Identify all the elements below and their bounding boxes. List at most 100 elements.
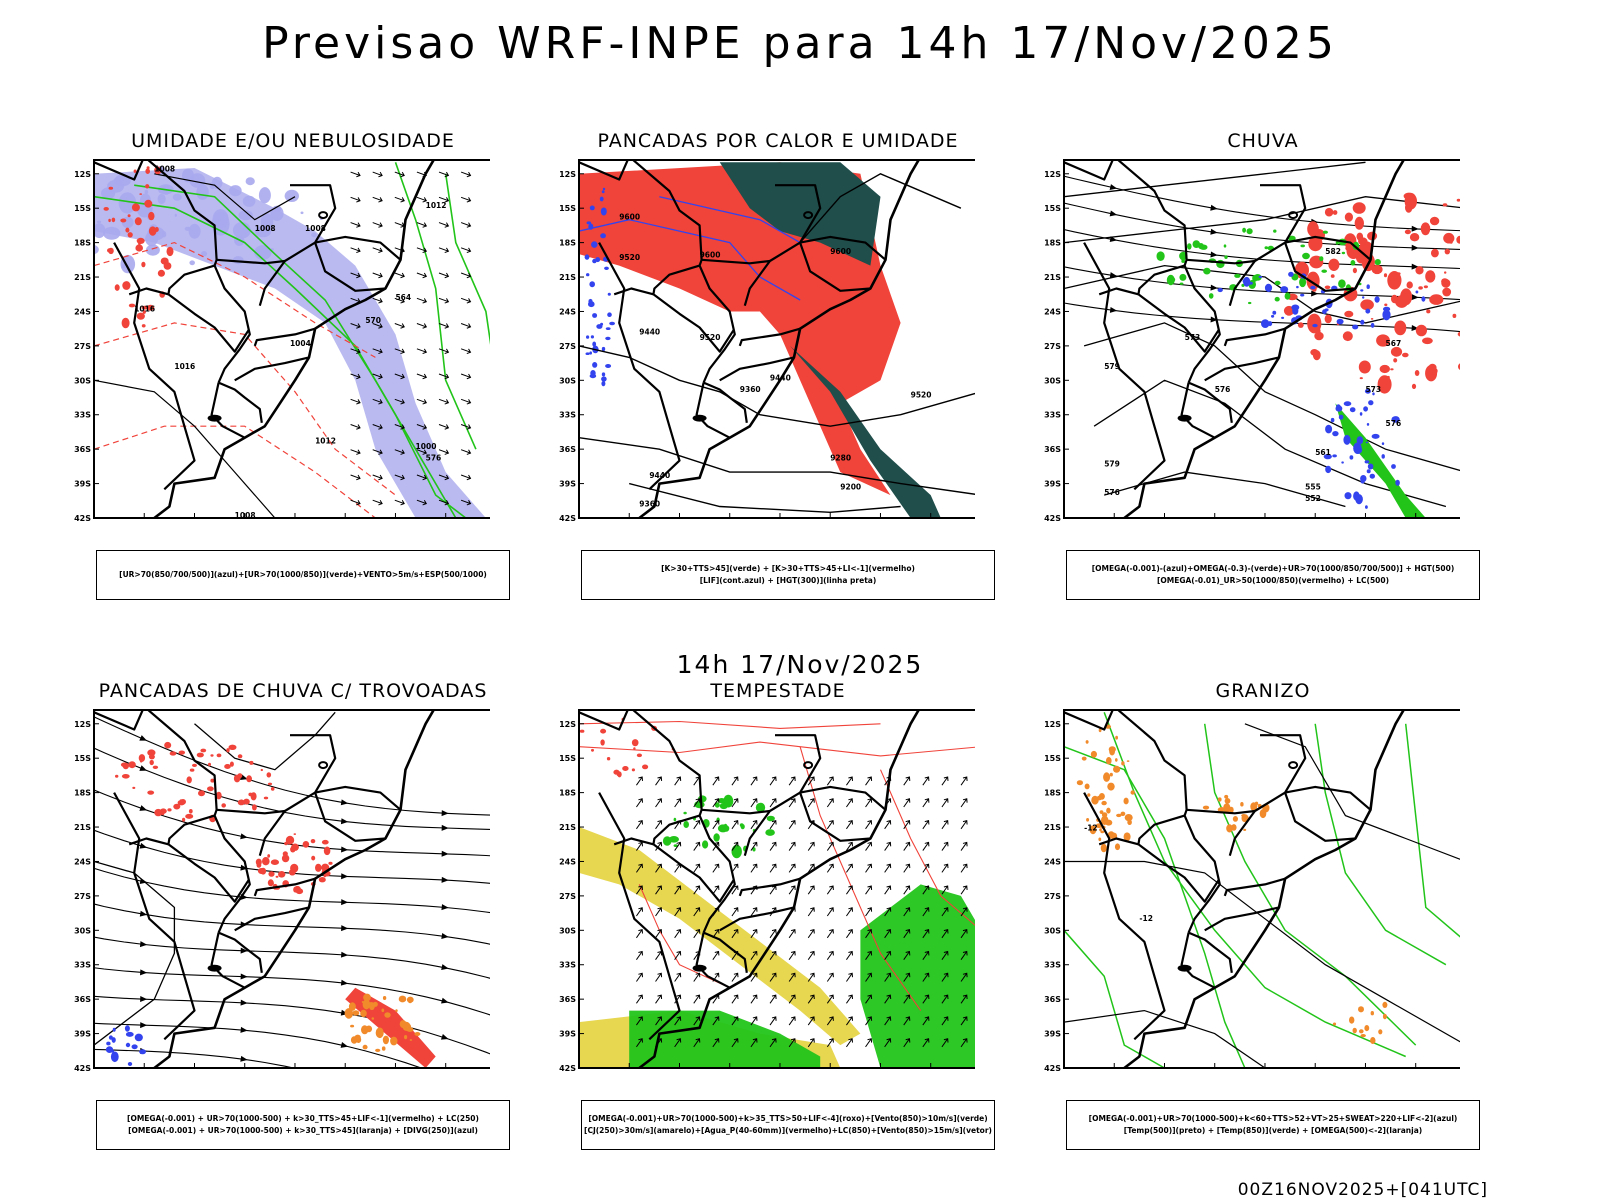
lon-tick-label: 65W <box>134 521 154 522</box>
lon-tick-label: 45W <box>1305 521 1325 522</box>
lon-tick-label: 35W <box>436 521 456 522</box>
lat-tick-label: 12S <box>74 170 91 179</box>
lon-tick-label: 35W <box>436 1071 456 1072</box>
legend-line: [K>30+TTS>45](verde) + [K>30+TTS>45+LI<-… <box>661 564 915 573</box>
contour-value-label: 576 <box>1215 385 1231 394</box>
lon-tick-label: 70W <box>1054 1071 1074 1072</box>
contour-value-label: 1016 <box>174 362 195 371</box>
forecast-panel: PANCADAS POR CALOR E UMIDADE 9600 9520 9600… <box>559 130 995 610</box>
lon-tick-label: 45W <box>820 521 840 522</box>
panel-legend: [OMEGA(-0.001)+UR>70(1000-500)+k>35_TTS>… <box>581 1100 995 1150</box>
lat-tick-label: 15S <box>74 754 91 763</box>
lon-tick-label: 55W <box>720 521 740 522</box>
contour-value-label: -12 <box>1084 823 1098 832</box>
lon-tick-label: 50W <box>1255 1071 1275 1072</box>
lat-tick-label: 24S <box>74 307 91 316</box>
panel-legend: [UR>70(850/700/500)](azul)+[UR>70(1000/8… <box>96 550 510 600</box>
lat-tick-label: 33S <box>1044 961 1061 970</box>
lon-tick-label: 65W <box>1104 521 1124 522</box>
lat-tick-label: 42S <box>1044 1064 1061 1072</box>
lat-tick-label: 27S <box>74 342 91 351</box>
lat-tick-label: 18S <box>1044 789 1061 798</box>
lat-tick-label: 30S <box>74 926 91 935</box>
lat-tick-label: 21S <box>74 273 91 282</box>
lon-tick-label: 70W <box>84 521 104 522</box>
lon-tick-label: 40W <box>1355 1071 1375 1072</box>
lat-tick-label: 42S <box>74 1064 91 1072</box>
legend-line: [OMEGA(-0.001)+UR>70(1000-500)+k>35_TTS>… <box>588 1114 988 1123</box>
lon-tick-label: 40W <box>870 1071 890 1072</box>
contour-value-label: 1016 <box>134 304 155 313</box>
lat-tick-label: 21S <box>559 823 576 832</box>
panel-legend: [K>30+TTS>45](verde) + [K>30+TTS>45+LI<-… <box>581 550 995 600</box>
lon-tick-label: 40W <box>870 521 890 522</box>
contour-value-label: 1000 <box>416 442 437 451</box>
lat-tick-label: 24S <box>559 307 576 316</box>
lon-tick-label: 30W <box>971 521 975 522</box>
lat-tick-label: 33S <box>559 961 576 970</box>
lon-tick-label: 50W <box>1255 521 1275 522</box>
lon-tick-label: 40W <box>385 1071 405 1072</box>
lat-tick-label: 36S <box>74 995 91 1004</box>
contour-value-label: 1008 <box>255 224 276 233</box>
lon-tick-label: 65W <box>619 521 639 522</box>
contour-value-label: 1012 <box>426 201 447 210</box>
forecast-map: 1008100810081012101610161004100010121008… <box>74 159 490 522</box>
lat-tick-label: 42S <box>559 1064 576 1072</box>
lat-tick-label: 39S <box>559 480 576 489</box>
lon-tick-label: 50W <box>285 521 305 522</box>
lon-tick-label: 65W <box>134 1071 154 1072</box>
lon-tick-label: 40W <box>1355 521 1375 522</box>
panel-title: GRANIZO <box>1215 680 1311 702</box>
lat-tick-label: 21S <box>1044 823 1061 832</box>
lon-tick-label: 70W <box>84 1071 104 1072</box>
contour-value-label: 555 <box>1305 482 1321 491</box>
lat-tick-label: 39S <box>74 1030 91 1039</box>
lat-tick-label: 24S <box>1044 307 1061 316</box>
contour-value-label: 9280 <box>830 454 851 463</box>
lat-tick-label: 30S <box>559 376 576 385</box>
lat-tick-label: 42S <box>1044 514 1061 522</box>
lat-tick-label: 18S <box>1044 239 1061 248</box>
legend-line: [OMEGA(-0.001) + UR>70(1000-500) + k>30_… <box>128 1126 478 1135</box>
contour-value-label: 9360 <box>639 500 660 509</box>
lat-tick-label: 30S <box>559 926 576 935</box>
lat-tick-label: 33S <box>559 411 576 420</box>
legend-line: [CJ(250)>30m/s](amarelo)+[Agua_P(40-60mm… <box>584 1126 992 1135</box>
lon-tick-label: 60W <box>670 521 690 522</box>
lat-tick-label: 18S <box>74 789 91 798</box>
lat-tick-label: 42S <box>74 514 91 522</box>
valid-time-label: 14h 17/Nov/2025 <box>676 650 924 679</box>
lon-tick-label: 30W <box>971 1071 975 1072</box>
lon-tick-label: 60W <box>1155 521 1175 522</box>
panel-title: UMIDADE E/OU NEBULOSIDADE <box>131 130 455 152</box>
lat-tick-label: 30S <box>1044 376 1061 385</box>
lon-tick-label: 35W <box>1406 1071 1426 1072</box>
panel-title: TEMPESTADE <box>710 680 846 702</box>
contour-value-label: 9440 <box>649 471 670 480</box>
lat-tick-label: 24S <box>1044 857 1061 866</box>
lon-tick-label: 60W <box>670 1071 690 1072</box>
contour-value-label: 9600 <box>619 213 640 222</box>
contour-value-label: 9200 <box>840 482 861 491</box>
lon-tick-label: 70W <box>569 521 589 522</box>
contour-value-label: 561 <box>1315 448 1331 457</box>
lat-tick-label: 36S <box>1044 445 1061 454</box>
forecast-map: 12S 15S 18S 21S 24S 27S 30S 33S 36S 39S 42S70W 65W 6… <box>559 709 975 1072</box>
forecast-panel: PANCADAS DE CHUVA C/ TROVOADAS 12S 15S 18S 2… <box>74 680 510 1160</box>
panel-legend: [OMEGA(-0.001)+UR>70(1000-500)+k<60+TTS>… <box>1066 1100 1480 1150</box>
lon-tick-label: 55W <box>235 1071 255 1072</box>
contour-value-label: 9520 <box>619 253 640 262</box>
lon-tick-label: 65W <box>619 1071 639 1072</box>
lat-tick-label: 15S <box>559 204 576 213</box>
lat-tick-label: 33S <box>1044 411 1061 420</box>
lon-tick-label: 55W <box>235 521 255 522</box>
forecast-panel: GRANIZO -12 -12 12S 15S 18S 21S 24S 27S 30S 33S 36S… <box>1044 680 1480 1160</box>
lat-tick-label: 27S <box>74 892 91 901</box>
lat-tick-label: 36S <box>74 445 91 454</box>
contour-value-label: 9440 <box>639 327 660 336</box>
panel-title: CHUVA <box>1227 130 1299 152</box>
lon-tick-label: 50W <box>285 1071 305 1072</box>
contour-value-label: 1008 <box>305 224 326 233</box>
lat-tick-label: 36S <box>559 995 576 1004</box>
